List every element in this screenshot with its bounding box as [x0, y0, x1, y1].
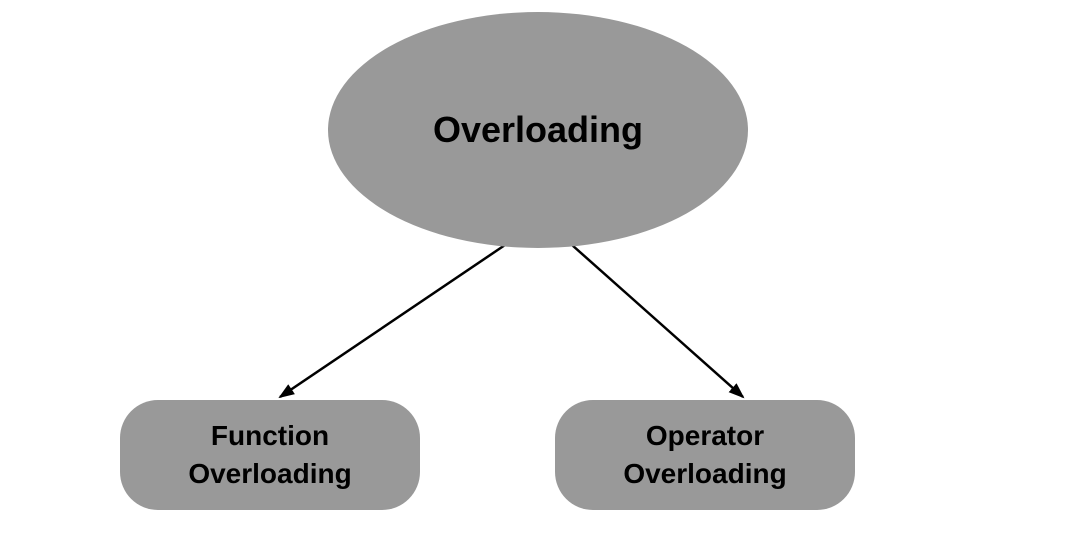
- node-operator-overloading: Operator Overloading: [555, 400, 855, 510]
- node-root: Overloading: [328, 12, 748, 248]
- node-operator-overloading-label-line2: Overloading: [623, 458, 786, 489]
- node-function-overloading-label-line2: Overloading: [188, 458, 351, 489]
- node-function-overloading-label-line1: Function: [211, 420, 329, 451]
- node-operator-overloading-label: Operator Overloading: [623, 417, 786, 493]
- node-function-overloading-label: Function Overloading: [188, 417, 351, 493]
- node-operator-overloading-label-line1: Operator: [646, 420, 764, 451]
- edge-root-to-left: [280, 245, 505, 397]
- edge-root-to-right: [572, 245, 743, 397]
- diagram-canvas: Overloading Function Overloading Operato…: [0, 0, 1080, 553]
- node-function-overloading: Function Overloading: [120, 400, 420, 510]
- node-root-label: Overloading: [433, 109, 643, 151]
